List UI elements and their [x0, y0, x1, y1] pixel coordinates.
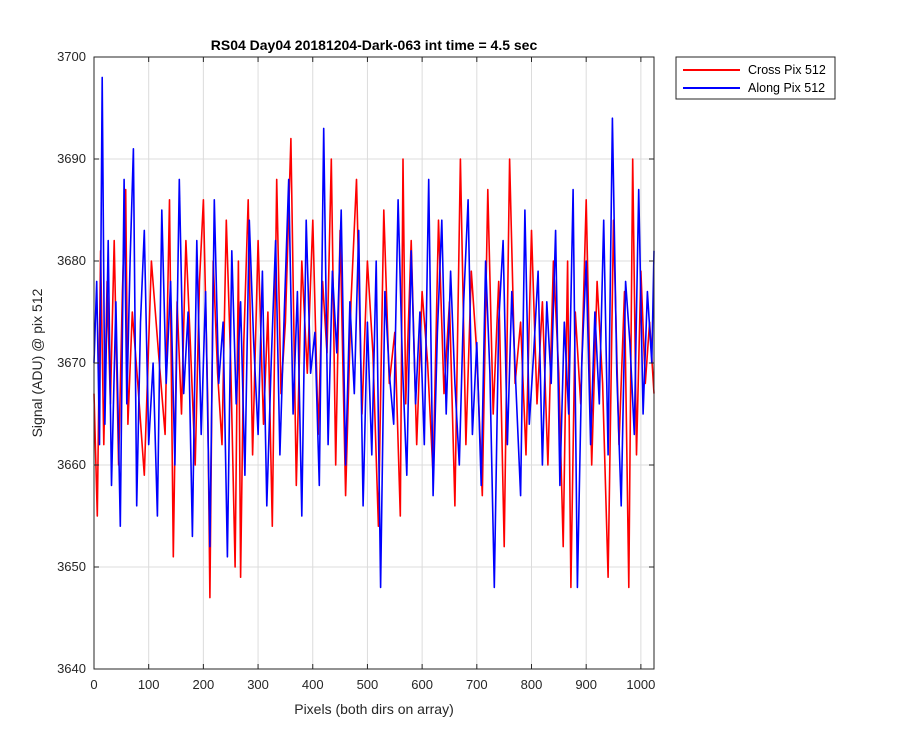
y-tick-label: 3670 — [57, 355, 86, 370]
x-tick-label: 1000 — [626, 677, 655, 692]
x-tick-label: 200 — [193, 677, 215, 692]
y-tick-label: 3680 — [57, 253, 86, 268]
series-group — [93, 76, 655, 599]
x-tick-label: 100 — [138, 677, 160, 692]
x-tick-label: 500 — [357, 677, 379, 692]
legend-label-cross: Cross Pix 512 — [748, 63, 826, 77]
y-tick-label: 3650 — [57, 559, 86, 574]
x-tick-label: 700 — [466, 677, 488, 692]
series-line-along-pix-512 — [93, 76, 655, 589]
legend-label-along: Along Pix 512 — [748, 81, 825, 95]
x-tick-label: 0 — [90, 677, 97, 692]
chart-title: RS04 Day04 20181204-Dark-063 int time = … — [211, 37, 538, 53]
y-tick-label: 3690 — [57, 151, 86, 166]
x-tick-label: 300 — [247, 677, 269, 692]
y-tick-label: 3640 — [57, 661, 86, 676]
x-axis-title: Pixels (both dirs on array) — [294, 701, 454, 717]
y-tick-label: 3700 — [57, 49, 86, 64]
x-tick-label: 800 — [521, 677, 543, 692]
x-tick-label: 400 — [302, 677, 324, 692]
legend-box — [675, 56, 836, 100]
x-tick-label: 900 — [575, 677, 597, 692]
x-tick-label: 600 — [411, 677, 433, 692]
y-axis-title: Signal (ADU) @ pix 512 — [29, 288, 45, 437]
y-tick-label: 3660 — [57, 457, 86, 472]
axis-ticks: 0 100 200 300 400 500 600 700 800 900 1000 3640 3650… — [57, 49, 655, 692]
legend: Cross Pix 512 Along Pix 512 — [675, 56, 836, 100]
